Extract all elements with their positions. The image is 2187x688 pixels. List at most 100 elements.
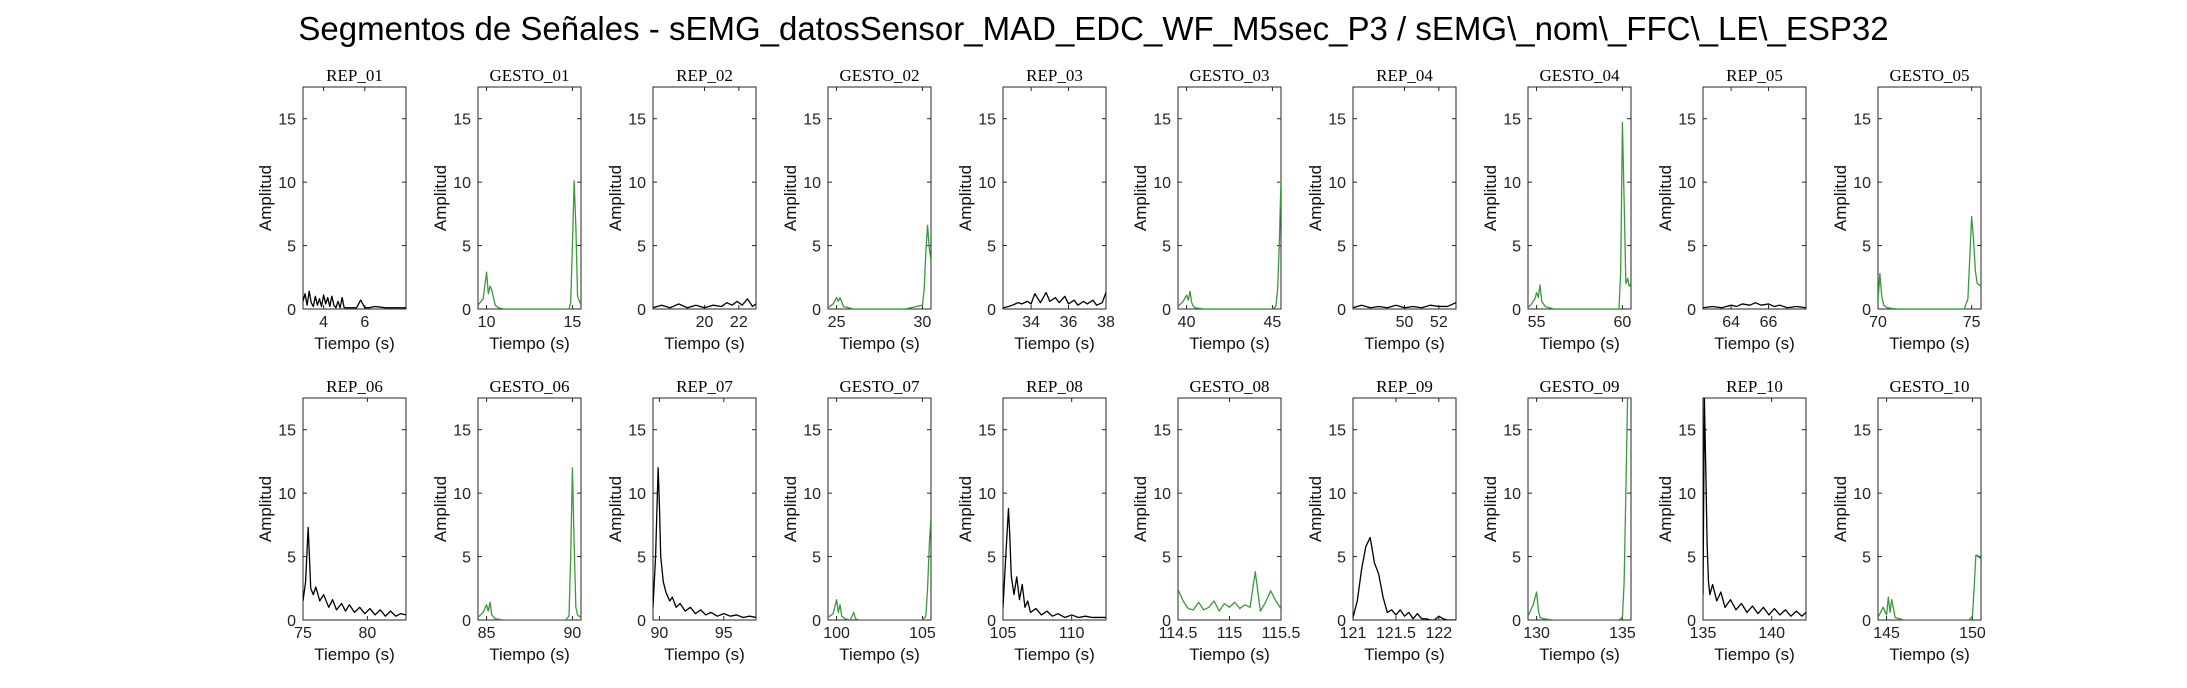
x-tick-label: 15 xyxy=(564,314,582,331)
y-tick-label: 15 xyxy=(1153,112,1171,129)
x-tick-label: 40 xyxy=(1178,314,1196,331)
y-tick-label: 15 xyxy=(628,112,646,129)
y-tick-label: 5 xyxy=(287,239,296,256)
y-axis-label: Amplitud xyxy=(956,476,975,542)
x-tick-label: 105 xyxy=(909,625,936,642)
y-tick-label: 5 xyxy=(1337,239,1346,256)
x-tick-label: 6 xyxy=(360,314,369,331)
y-tick-label: 15 xyxy=(1678,112,1696,129)
x-tick-label: 110 xyxy=(1059,625,1085,642)
signal-line xyxy=(1353,302,1456,309)
y-axis-label: Amplitud xyxy=(781,476,800,542)
x-tick-label: 75 xyxy=(294,625,312,642)
y-tick-label: 10 xyxy=(628,175,646,192)
subplot-title: GESTO_07 xyxy=(840,377,920,396)
subplot-title: GESTO_10 xyxy=(1890,377,1970,396)
x-axis-label: Tiempo (s) xyxy=(314,645,395,664)
signal-line xyxy=(303,290,406,309)
signal-line xyxy=(1703,398,1806,617)
y-tick-label: 5 xyxy=(462,239,471,256)
x-tick-label: 4 xyxy=(319,314,328,331)
signal-line xyxy=(1878,215,1981,309)
x-axis-label: Tiempo (s) xyxy=(664,645,745,664)
plot-area-frame xyxy=(1877,397,1982,621)
subplot-gesto-01: 0 5 10 15 10 15 GESTO_01 Tiempo (s) Amplitud xyxy=(431,66,582,353)
y-tick-label: 0 xyxy=(462,613,471,630)
y-tick-label: 5 xyxy=(1512,550,1521,567)
subplot-rep-06: 0 5 10 15 75 80 REP_06 Tiempo (s) Amplitud xyxy=(256,377,407,664)
y-tick-label: 15 xyxy=(453,423,471,440)
y-tick-label: 0 xyxy=(812,302,821,319)
y-tick-label: 0 xyxy=(987,302,996,319)
y-tick-label: 0 xyxy=(1687,613,1696,630)
x-axis-label: Tiempo (s) xyxy=(1714,645,1795,664)
y-tick-label: 10 xyxy=(1328,486,1346,503)
y-axis-label: Amplitud xyxy=(1306,476,1325,542)
signal-line xyxy=(1003,507,1106,619)
x-axis-label: Tiempo (s) xyxy=(1014,645,1095,664)
x-tick-label: 85 xyxy=(478,625,496,642)
y-tick-label: 0 xyxy=(1162,302,1171,319)
signal-line xyxy=(1528,121,1631,309)
signal-line xyxy=(653,298,756,309)
x-tick-label: 145 xyxy=(1873,625,1900,642)
subplot-gesto-02: 0 5 10 15 25 30 GESTO_02 Tiempo (s) Amplitud xyxy=(781,66,932,353)
subplot-gesto-09: 0 5 10 15 130 135 GESTO_09 Tiempo (s) Amplitud xyxy=(1481,377,1636,664)
y-tick-label: 0 xyxy=(637,613,646,630)
y-axis-label: Amplitud xyxy=(1306,165,1325,231)
signal-line xyxy=(478,180,581,309)
x-axis-label: Tiempo (s) xyxy=(1189,645,1270,664)
x-tick-label: 135 xyxy=(1690,625,1717,642)
y-tick-label: 0 xyxy=(462,302,471,319)
x-axis-label: Tiempo (s) xyxy=(1189,334,1270,353)
y-tick-label: 5 xyxy=(812,550,821,567)
y-tick-label: 0 xyxy=(1162,613,1171,630)
x-tick-label: 30 xyxy=(914,314,932,331)
x-tick-label: 38 xyxy=(1097,314,1115,331)
subplot-rep-04: 0 5 10 15 50 52 REP_04 Tiempo (s) Amplitud xyxy=(1306,66,1457,353)
x-tick-label: 90 xyxy=(564,625,582,642)
y-tick-label: 0 xyxy=(1862,302,1871,319)
y-tick-label: 0 xyxy=(637,302,646,319)
y-tick-label: 15 xyxy=(1503,423,1521,440)
x-axis-label: Tiempo (s) xyxy=(839,334,920,353)
plot-area-frame xyxy=(652,397,757,621)
y-tick-label: 15 xyxy=(278,112,296,129)
plot-area-frame xyxy=(827,397,932,621)
y-tick-label: 5 xyxy=(987,239,996,256)
y-tick-label: 10 xyxy=(978,175,996,192)
y-tick-label: 15 xyxy=(628,423,646,440)
y-tick-label: 15 xyxy=(1328,112,1346,129)
subplot-rep-02: 0 5 10 15 20 22 REP_02 Tiempo (s) Amplitud xyxy=(606,66,757,353)
x-tick-label: 114.5 xyxy=(1159,625,1198,642)
subplot-title: REP_09 xyxy=(1376,377,1433,396)
x-tick-label: 10 xyxy=(478,314,496,331)
y-tick-label: 0 xyxy=(812,613,821,630)
y-tick-label: 15 xyxy=(978,423,996,440)
y-axis-label: Amplitud xyxy=(1481,165,1500,231)
y-tick-label: 0 xyxy=(1337,613,1346,630)
x-tick-label: 115.5 xyxy=(1262,625,1301,642)
y-tick-label: 15 xyxy=(803,423,821,440)
signal-line xyxy=(1003,291,1106,309)
subplot-gesto-06: 0 5 10 15 85 90 GESTO_06 Tiempo (s) Amplitud xyxy=(431,377,582,664)
x-tick-label: 55 xyxy=(1528,314,1546,331)
subplot-rep-08: 0 5 10 15 105 110 REP_08 Tiempo (s) Amplitud xyxy=(956,377,1107,664)
y-tick-label: 5 xyxy=(287,550,296,567)
y-tick-label: 10 xyxy=(1678,486,1696,503)
subplot-title: REP_07 xyxy=(676,377,733,396)
y-axis-label: Amplitud xyxy=(1481,476,1500,542)
x-tick-label: 105 xyxy=(990,625,1017,642)
subplot-title: REP_08 xyxy=(1026,377,1083,396)
subplot-title: GESTO_03 xyxy=(1190,66,1270,85)
x-axis-label: Tiempo (s) xyxy=(839,645,920,664)
subplot-title: REP_03 xyxy=(1026,66,1083,85)
plot-area-frame xyxy=(1877,86,1982,310)
x-axis-label: Tiempo (s) xyxy=(1714,334,1795,353)
x-axis-label: Tiempo (s) xyxy=(1364,645,1445,664)
y-tick-label: 15 xyxy=(1678,423,1696,440)
y-tick-label: 5 xyxy=(1337,550,1346,567)
signal-line xyxy=(828,515,931,620)
y-axis-label: Amplitud xyxy=(1656,476,1675,542)
